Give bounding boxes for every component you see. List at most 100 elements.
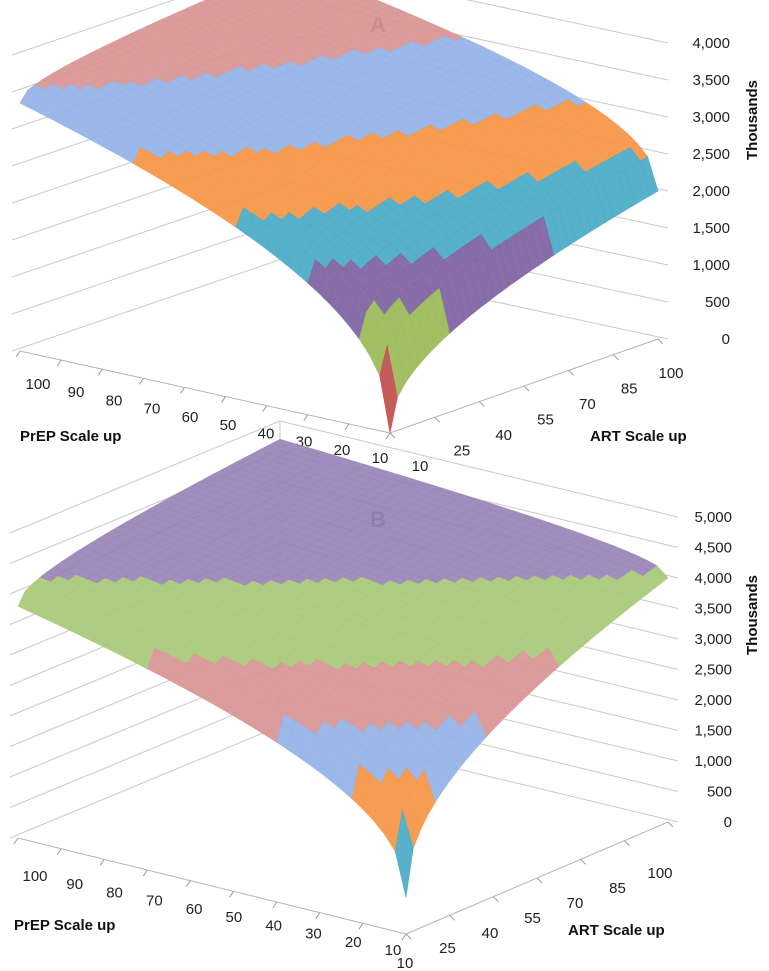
prep-tick-mark xyxy=(316,913,320,919)
art-axis-title-b: ART Scale up xyxy=(568,922,665,939)
art-tick-mark xyxy=(435,417,440,422)
z-axis-title-a: Thousands xyxy=(744,80,761,160)
art-tick-label: 40 xyxy=(495,427,512,444)
prep-tick-label: 80 xyxy=(106,392,123,409)
prep-tick-mark xyxy=(98,369,102,375)
art-tick-label: 25 xyxy=(439,940,456,957)
prep-tick-mark xyxy=(273,902,277,908)
z-axis-title-b: Thousands xyxy=(744,575,761,655)
prep-tick-label: 70 xyxy=(146,893,163,910)
prep-axis-ticks-b: 100 90 80 70 60 50 40 30 20 10 xyxy=(14,838,406,959)
prep-tick-mark xyxy=(180,387,184,393)
z-tick-label: 2,500 xyxy=(692,146,730,163)
art-tick-label: 70 xyxy=(579,396,596,413)
art-tick-mark xyxy=(668,822,673,827)
art-tick-mark xyxy=(624,841,629,846)
prep-tick-label: 90 xyxy=(68,384,85,401)
prep-tick-label: 90 xyxy=(66,876,83,893)
floor-b xyxy=(18,822,668,934)
prep-tick-label: 50 xyxy=(226,909,243,926)
art-tick-mark xyxy=(658,339,663,344)
art-tick-mark xyxy=(524,386,529,391)
prep-tick-mark xyxy=(359,923,363,929)
prep-tick-mark xyxy=(386,433,390,439)
prep-tick-mark xyxy=(57,360,61,366)
prep-tick-label: 20 xyxy=(345,934,362,951)
art-tick-label: 85 xyxy=(609,880,626,897)
z-tick-label: 3,500 xyxy=(692,72,730,89)
art-axis-title-a: ART Scale up xyxy=(590,428,687,445)
prep-axis-title-b: PrEP Scale up xyxy=(14,917,115,934)
z-tick-label: 2,500 xyxy=(694,662,732,679)
prep-tick-mark xyxy=(222,397,226,403)
prep-axis-title-a: PrEP Scale up xyxy=(20,428,121,445)
art-tick-mark xyxy=(537,878,542,883)
z-tick-label: 5,000 xyxy=(694,509,732,526)
prep-tick-mark xyxy=(345,424,349,430)
z-tick-label: 4,000 xyxy=(692,35,730,52)
prep-tick-mark xyxy=(100,859,104,865)
floor-a xyxy=(20,339,658,433)
art-axis-ticks-a: 10 25 40 55 70 85 100 xyxy=(390,339,684,475)
z-tick-label: 500 xyxy=(707,784,732,801)
prep-tick-mark xyxy=(263,406,267,412)
z-axis-ticks-a: 0 500 1,000 1,500 2,000 2,500 3,000 3,500 4,000 xyxy=(692,35,730,348)
prep-tick-label: 60 xyxy=(186,901,203,918)
chart-panel-b: B 05001,0001,5002,0002,5003,0003,5004,00… xyxy=(10,421,761,971)
z-tick-label: 500 xyxy=(705,294,730,311)
z-tick-label: 0 xyxy=(722,331,730,348)
z-tick-label: 3,000 xyxy=(694,631,732,648)
z-tick-label: 1,000 xyxy=(694,753,732,770)
prep-tick-label: 40 xyxy=(265,917,282,934)
art-tick-mark xyxy=(569,370,574,375)
art-tick-label: 10 xyxy=(412,458,429,475)
prep-tick-label: 80 xyxy=(106,884,123,901)
prep-tick-label: 100 xyxy=(22,868,47,885)
art-tick-mark xyxy=(450,915,455,920)
prep-tick-label: 10 xyxy=(372,450,389,467)
art-tick-label: 85 xyxy=(621,381,638,398)
prep-tick-label: 30 xyxy=(305,926,322,943)
art-tick-label: 10 xyxy=(397,955,414,971)
prep-tick-mark xyxy=(402,934,406,940)
prep-tick-mark xyxy=(57,849,61,855)
surface-b xyxy=(18,439,668,897)
z-tick-label: 2,000 xyxy=(692,183,730,200)
art-axis-ticks-b: 10 25 40 55 70 85 100 xyxy=(397,822,673,971)
art-tick-label: 100 xyxy=(647,865,672,882)
z-tick-label: 2,000 xyxy=(694,692,732,709)
art-tick-label: 25 xyxy=(453,443,470,460)
art-tick-label: 70 xyxy=(567,895,584,912)
z-tick-label: 3,500 xyxy=(694,601,732,618)
art-tick-label: 100 xyxy=(658,365,683,382)
chart-panel-a: A 05001,0001,5002,0002,5003,0003,5004,00… xyxy=(12,0,761,475)
prep-tick-label: 40 xyxy=(258,425,275,442)
art-tick-mark xyxy=(479,402,484,407)
z-tick-label: 4,000 xyxy=(694,570,732,587)
prep-tick-mark xyxy=(304,415,308,421)
z-tick-label: 0 xyxy=(724,814,732,831)
z-tick-label: 1,000 xyxy=(692,257,730,274)
z-tick-label: 4,500 xyxy=(694,540,732,557)
z-tick-label: 1,500 xyxy=(692,220,730,237)
prep-tick-label: 100 xyxy=(25,376,50,393)
prep-tick-mark xyxy=(143,870,147,876)
z-tick-label: 1,500 xyxy=(694,723,732,740)
prep-tick-label: 70 xyxy=(144,401,161,418)
art-tick-mark xyxy=(613,355,618,360)
surface-a xyxy=(20,0,658,433)
prep-tick-mark xyxy=(139,378,143,384)
prep-tick-mark xyxy=(16,351,20,357)
prep-tick-label: 60 xyxy=(182,409,199,426)
art-tick-label: 55 xyxy=(537,412,554,429)
art-tick-mark xyxy=(406,934,411,939)
prep-axis-ticks-a: 100 90 80 70 60 50 40 30 20 10 xyxy=(16,351,390,467)
art-tick-mark xyxy=(581,859,586,864)
z-axis-ticks-b: 0 500 1,000 1,500 2,000 2,500 3,000 3,500 4,000 4… xyxy=(694,509,732,831)
art-tick-label: 40 xyxy=(482,925,499,942)
z-tick-label: 3,000 xyxy=(692,109,730,126)
prep-tick-mark xyxy=(230,891,234,897)
art-tick-label: 55 xyxy=(524,910,541,927)
prep-tick-label: 50 xyxy=(220,417,237,434)
